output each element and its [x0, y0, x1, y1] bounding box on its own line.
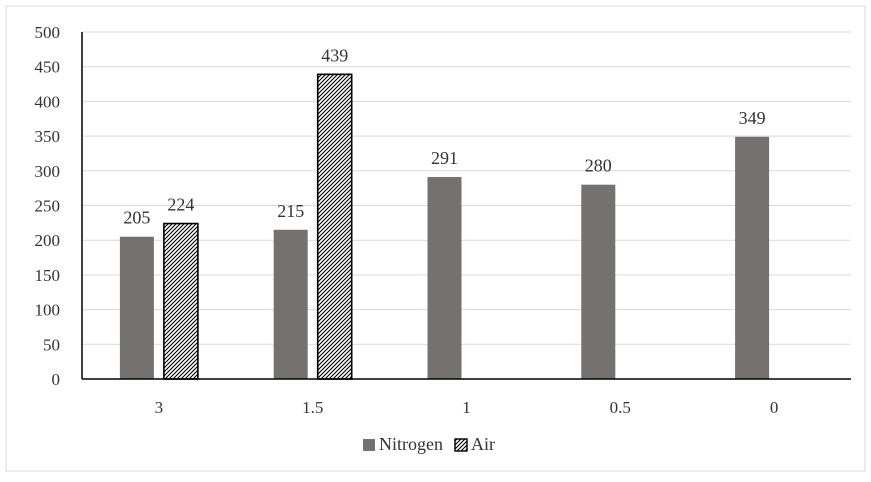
- legend-swatch-air: [454, 438, 468, 452]
- x-tick-label: 0: [770, 398, 779, 417]
- bar-nitrogen-3: [119, 236, 154, 379]
- data-label: 280: [585, 156, 612, 176]
- y-tick-label: 150: [35, 266, 61, 285]
- x-tick-label: 3: [155, 398, 164, 417]
- x-tick-label: 1: [462, 398, 471, 417]
- x-tick-label: 1.5: [302, 398, 323, 417]
- axes: [81, 32, 851, 380]
- gridlines: [82, 31, 851, 345]
- y-tick-label: 500: [35, 23, 61, 42]
- y-tick-label: 200: [35, 231, 61, 250]
- x-tick-label: 0.5: [610, 398, 631, 417]
- data-label: 205: [123, 208, 150, 228]
- legend-label-nitrogen: Nitrogen: [379, 434, 443, 454]
- y-tick-label: 300: [35, 162, 61, 181]
- bar-nitrogen-1.5: [273, 229, 308, 379]
- y-tick-label: 0: [52, 370, 61, 389]
- x-tick-labels: 3 1.5 1 0.5 0: [155, 398, 779, 417]
- y-tick-label: 400: [35, 92, 61, 111]
- y-tick-labels: 0 50 100 150 200 250 300 350 400 450 500: [35, 23, 61, 389]
- legend: Nitrogen Air: [363, 434, 495, 454]
- y-tick-label: 250: [35, 197, 61, 216]
- bar-air-3: [163, 222, 199, 380]
- bar-nitrogen-0: [735, 136, 770, 379]
- y-tick-label: 350: [35, 127, 61, 146]
- data-label: 349: [739, 108, 766, 128]
- y-tick-label: 50: [43, 335, 60, 354]
- data-labels: 205 224 215 439 291 280 349: [123, 45, 765, 227]
- data-label: 215: [277, 201, 304, 221]
- bar-nitrogen-0.5: [581, 184, 616, 379]
- data-label: 439: [321, 45, 348, 65]
- data-label: 291: [431, 148, 458, 168]
- bars: [119, 73, 770, 380]
- y-tick-label: 450: [35, 58, 61, 77]
- y-tick-label: 100: [35, 301, 61, 320]
- legend-label-air: Air: [471, 434, 495, 454]
- bar-air-1.5: [316, 73, 353, 380]
- legend-swatch-nitrogen: [363, 439, 375, 451]
- bar-nitrogen-1: [427, 177, 462, 379]
- data-label: 224: [167, 195, 194, 215]
